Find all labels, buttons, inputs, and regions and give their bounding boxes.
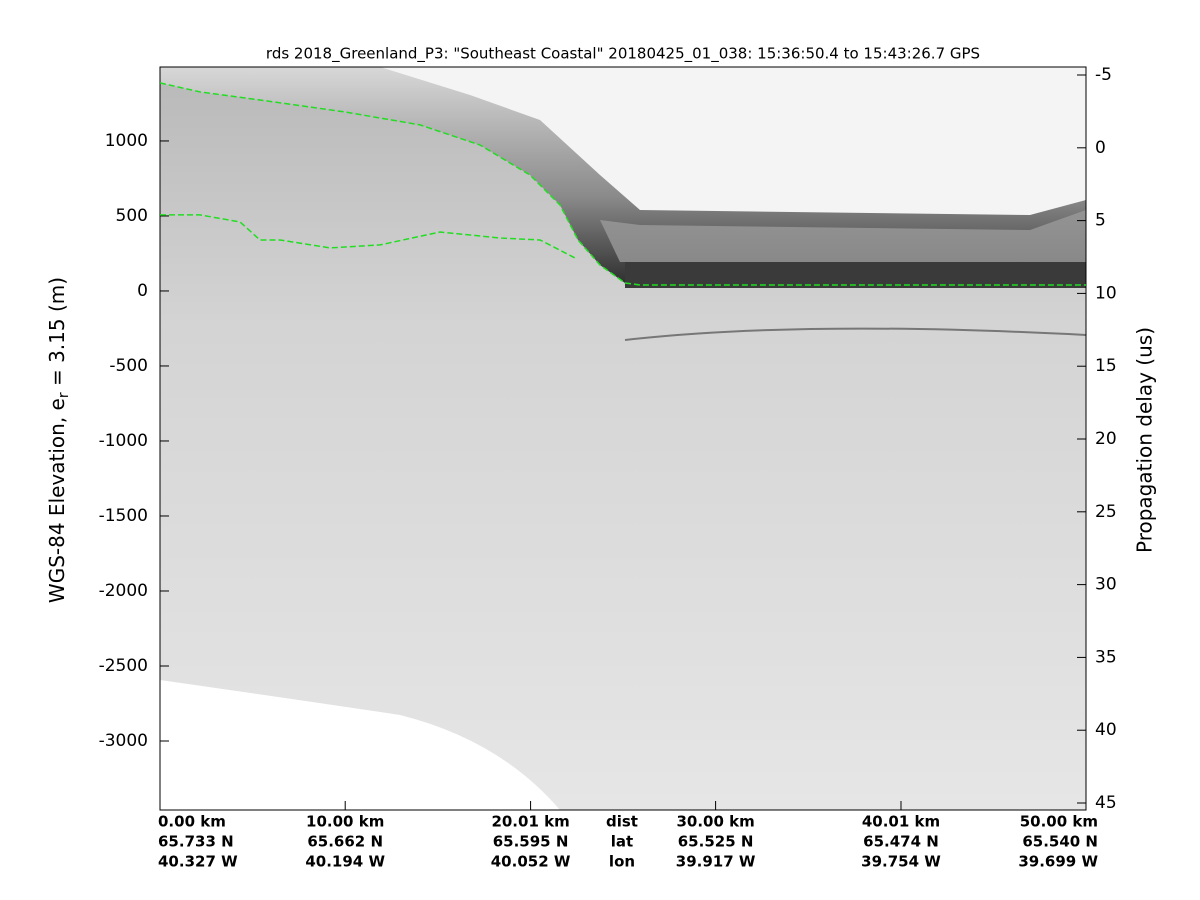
lat-label: 65.733 N [158, 833, 234, 851]
y2-tick-label: 0 [1095, 138, 1106, 158]
y2-tick-label: 35 [1095, 647, 1117, 667]
y-label-subscript: r [56, 392, 72, 398]
y-tick-label: 0 [137, 281, 148, 301]
row-name: lat [611, 833, 633, 851]
x-tick-label: 40.01 km [862, 813, 940, 831]
y2-tick-label: 40 [1095, 720, 1117, 740]
y-tick-label: -2000 [99, 581, 148, 601]
y-tick-label: -1000 [99, 431, 148, 451]
y-tick-label: -2500 [99, 656, 148, 676]
lon-label: 40.327 W [158, 853, 238, 871]
chart-title: rds 2018_Greenland_P3: "Southeast Coasta… [266, 45, 980, 64]
y-label-part: WGS-84 Elevation, e [45, 398, 69, 603]
x-tick-label: 10.00 km [306, 813, 384, 831]
y-tick-label: -500 [109, 356, 148, 376]
lat-label: 65.595 N [493, 833, 569, 851]
y2-tick-label: 5 [1095, 211, 1106, 231]
x-tick-label: 30.00 km [676, 813, 754, 831]
lat-label: 65.474 N [863, 833, 939, 851]
y2-tick-label: 10 [1095, 283, 1117, 303]
x-tick-label: 20.01 km [491, 813, 569, 831]
y-tick-label: -1500 [99, 506, 148, 526]
y2-tick-label: 15 [1095, 356, 1117, 376]
x-tick-label: 50.00 km [1020, 813, 1098, 831]
lon-label: 40.194 W [305, 853, 385, 871]
lat-label: 65.525 N [678, 833, 754, 851]
lat-label: 65.540 N [1022, 833, 1098, 851]
x-tick-label: 0.00 km [158, 813, 226, 831]
y2-tick-label: 25 [1095, 502, 1117, 522]
y-axis-label: WGS-84 Elevation, er = 3.15 (m) [45, 277, 73, 603]
y-tick-label: 1000 [105, 131, 148, 151]
echogram-image [159, 66, 1087, 811]
y-label-part: = 3.15 (m) [45, 277, 69, 392]
y2-tick-label: 45 [1095, 793, 1117, 813]
y2-tick-label: -5 [1095, 65, 1112, 85]
row-name: lon [609, 853, 635, 871]
y2-tick-label: 30 [1095, 575, 1117, 595]
y2-axis-label: Propagation delay (us) [1133, 327, 1157, 553]
y-tick-label: 500 [116, 206, 148, 226]
lon-label: 39.699 W [1018, 853, 1098, 871]
layer-line [160, 214, 576, 259]
layer-line [159, 82, 1086, 286]
lon-label: 39.917 W [676, 853, 756, 871]
y-tick-label: -3000 [99, 731, 148, 751]
row-name: dist [606, 813, 638, 831]
lon-label: 39.754 W [861, 853, 941, 871]
lat-label: 65.662 N [307, 833, 383, 851]
lon-label: 40.052 W [491, 853, 571, 871]
y2-tick-label: 20 [1095, 429, 1117, 449]
